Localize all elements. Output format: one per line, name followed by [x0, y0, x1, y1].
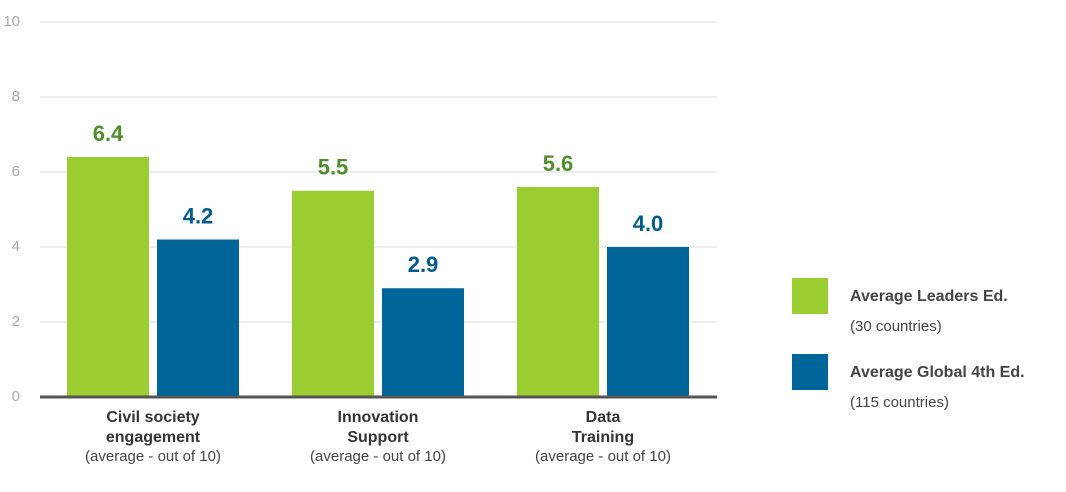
y-tick-label: 8: [12, 88, 20, 105]
value-label: 6.4: [93, 121, 124, 146]
category-note: (average - out of 10): [310, 448, 446, 465]
value-label: 4.0: [633, 211, 664, 236]
category-name: Innovation Support: [337, 409, 419, 446]
legend-note: (30 countries): [850, 318, 942, 335]
value-label: 5.5: [318, 155, 349, 180]
y-tick-label: 2: [12, 313, 20, 330]
bar: [292, 190, 374, 397]
bar: [607, 247, 689, 397]
value-label: 4.2: [183, 203, 214, 228]
category-name: Civil society engagement: [105, 409, 201, 446]
value-label: 2.9: [408, 252, 439, 277]
bar: [67, 157, 149, 397]
y-tick-label: 6: [12, 163, 20, 180]
legend-label: Average Leaders Ed.: [850, 288, 1008, 305]
y-tick-label: 0: [12, 388, 20, 405]
legend-swatch: [792, 354, 828, 390]
value-label: 5.6: [543, 151, 574, 176]
bar: [517, 187, 599, 397]
x-tick-label: Civil society engagement (average - out o…: [53, 408, 253, 466]
legend-note: (115 countries): [850, 394, 949, 411]
category-name: Data Training: [571, 409, 635, 446]
y-tick-label: 4: [12, 238, 20, 255]
y-tick-label: 10: [3, 13, 20, 30]
legend-label: Average Global 4th Ed.: [850, 364, 1025, 381]
category-note: (average - out of 10): [535, 448, 671, 465]
bar: [382, 288, 464, 397]
category-note: (average - out of 10): [85, 448, 221, 465]
x-tick-label: Data Training (average - out of 10): [503, 408, 703, 466]
legend-swatch: [792, 278, 828, 314]
bar: [157, 239, 239, 397]
x-tick-label: Innovation Support (average - out of 10): [278, 408, 478, 466]
